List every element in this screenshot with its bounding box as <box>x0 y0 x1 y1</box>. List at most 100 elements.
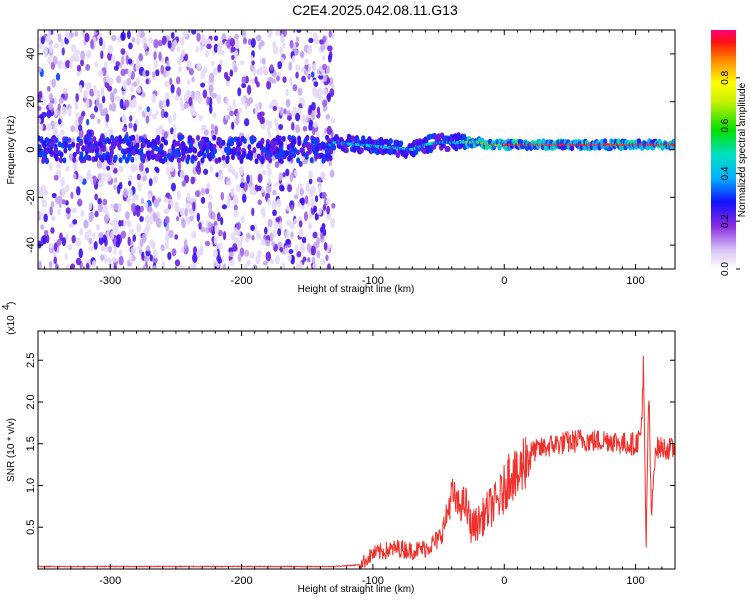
spectrogram-cell <box>161 260 165 269</box>
spectrogram-cell <box>80 209 85 217</box>
spectrogram-cell <box>312 263 318 269</box>
spectrogram-cell <box>96 89 101 100</box>
spectrogram-cell <box>202 124 207 131</box>
spectrogram-cell <box>413 149 419 156</box>
spectrogram-cell <box>301 114 307 124</box>
spectrogram-cell <box>97 173 102 181</box>
spectrogram-cell <box>229 38 236 47</box>
spectrogram-cell <box>672 143 675 147</box>
spectrogram-cell <box>308 178 313 185</box>
spectrogram-cell <box>132 234 137 242</box>
spectrogram-cell <box>330 117 336 124</box>
spectrogram-cell <box>180 155 185 162</box>
spectrogram-cell <box>265 119 270 127</box>
spectrogram-x-tick-label: -300 <box>99 275 121 287</box>
spectrogram-cell <box>170 127 174 135</box>
spectrogram-cell <box>242 150 247 157</box>
spectrogram-cell <box>292 138 297 145</box>
spectrogram-cell <box>237 239 243 248</box>
spectrogram-cell <box>191 231 197 239</box>
spectrogram-cell <box>48 243 54 249</box>
spectrogram-cell <box>183 238 188 249</box>
colorbar-tick-label: 0.8 <box>720 70 731 84</box>
spectrogram-cell <box>128 180 132 187</box>
spectrogram-cell <box>126 147 131 154</box>
spectrogram-cell <box>96 160 103 169</box>
spectrogram-cell <box>74 123 79 133</box>
spectrogram-cell <box>184 53 189 62</box>
spectrogram-cell <box>299 187 304 196</box>
spectrogram-cell <box>117 36 122 43</box>
spectrogram-cell <box>155 110 159 116</box>
spectrogram-cell <box>48 92 53 102</box>
spectrogram-cell <box>152 265 157 269</box>
spectrogram-cell <box>259 66 263 76</box>
spectrogram-cell <box>327 53 332 63</box>
spectrogram-y-tick-label: -40 <box>25 237 37 253</box>
spectrogram-cell <box>70 44 77 53</box>
spectrogram-cell <box>169 156 174 163</box>
spectrogram-cell <box>232 199 237 206</box>
spectrogram-cell <box>165 65 171 72</box>
spectrogram-cell <box>76 64 82 72</box>
spectrogram-cell <box>200 196 206 204</box>
spectrogram-cell <box>190 262 195 269</box>
spectrogram-cell <box>97 118 101 124</box>
spectrogram-cell <box>195 165 199 173</box>
spectrogram-cell <box>143 42 148 51</box>
spectrogram-cell <box>130 202 137 213</box>
spectrogram-cell <box>118 165 124 173</box>
spectrogram-cell <box>296 251 302 258</box>
spectrogram-cell <box>279 46 283 55</box>
snr-frame <box>37 330 676 570</box>
spectrogram-cell <box>276 75 280 82</box>
spectrogram-cell <box>230 187 235 197</box>
spectrogram-cell <box>176 157 181 164</box>
spectrogram-cell <box>76 136 81 143</box>
spectrogram-cell <box>226 198 231 208</box>
spectrogram-cell <box>316 250 321 259</box>
spectrogram-cell <box>88 245 94 252</box>
spectrogram-cell <box>267 218 273 228</box>
spectrogram-cell <box>109 145 114 152</box>
spectrogram-cell <box>61 187 67 197</box>
spectrogram-cell <box>109 203 115 209</box>
spectrogram-cell <box>187 192 191 202</box>
spectrogram-cell <box>64 136 69 143</box>
snr-x-tick-label: -100 <box>362 575 384 587</box>
spectrogram-cell <box>98 232 104 239</box>
spectrogram-cell <box>111 257 118 263</box>
spectrogram-cell <box>324 148 330 155</box>
spectrogram-cell <box>92 84 97 94</box>
spectrogram-cell <box>323 75 328 83</box>
spectrogram-cell <box>235 229 241 237</box>
spectrogram-cell <box>54 109 58 117</box>
spectrogram-cell <box>143 201 149 209</box>
spectrogram-cell <box>233 236 240 244</box>
spectrogram-cell <box>144 255 149 264</box>
spectrogram-cell <box>301 75 307 83</box>
spectrogram-cell <box>214 224 220 234</box>
spectrogram-cell <box>106 165 111 171</box>
spectrogram-cell <box>298 261 303 269</box>
spectrogram-cell <box>149 215 154 225</box>
spectrogram-cell <box>115 96 121 102</box>
spectrogram-cell <box>151 241 156 250</box>
spectrogram-cell <box>285 238 291 245</box>
spectrogram-cell <box>321 222 326 230</box>
spectrogram-cell <box>228 251 234 258</box>
spectrogram-cell <box>312 86 318 97</box>
spectrogram-cell <box>97 203 104 213</box>
spectrogram-cell <box>98 103 103 112</box>
spectrogram-cell <box>184 207 188 217</box>
spectrogram-cell <box>127 188 133 198</box>
spectrogram-cell <box>295 186 300 197</box>
spectrogram-cell <box>284 229 290 238</box>
snr-x-ticks: -300 -200 -100 0 100 <box>44 331 676 587</box>
spectrogram-cell <box>190 157 195 164</box>
spectrogram-cell <box>99 37 103 47</box>
spectrogram-cell <box>171 248 177 257</box>
spectrogram-cell <box>152 175 159 184</box>
spectrogram-cell <box>281 135 286 142</box>
spectrogram-cell <box>200 226 206 233</box>
